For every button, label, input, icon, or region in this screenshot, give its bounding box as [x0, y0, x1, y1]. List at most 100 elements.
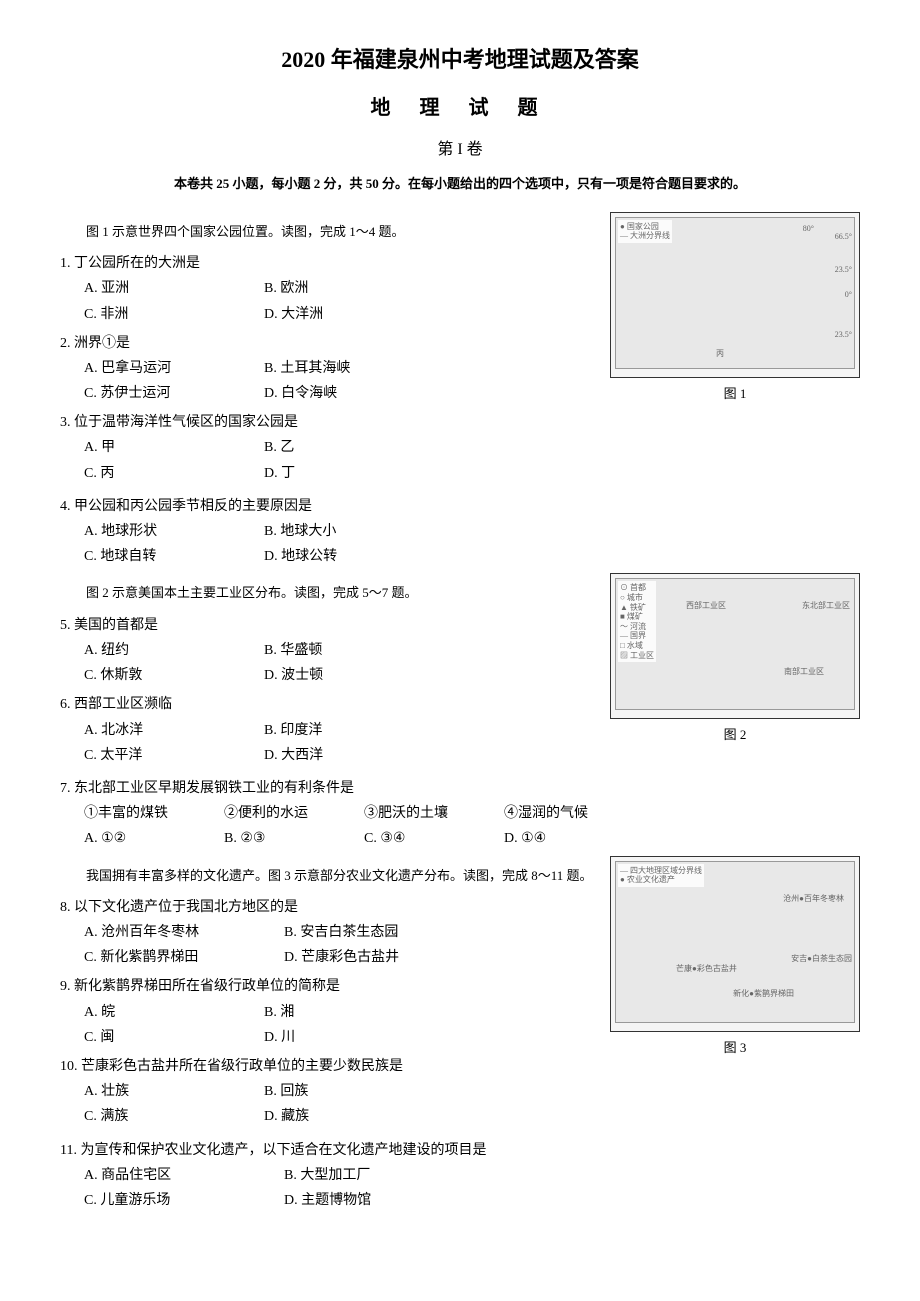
exam-main-title: 2020 年福建泉州中考地理试题及答案: [60, 40, 860, 80]
figure-2-container: ⊙ 首都 ○ 城市 ▲ 铁矿 ■ 煤矿 ～ 河流 — 国界 □ 水域 ▨ 工业区…: [610, 573, 860, 746]
question-6: 6. 西部工业区濒临 A. 北冰洋 B. 印度洋 C. 太平洋 D. 大西洋: [60, 692, 594, 768]
fig2-legend-5: ～ 河流: [620, 622, 654, 632]
question-3: 3. 位于温带海洋性气候区的国家公园是 A. 甲 B. 乙 C. 丙 D. 丁: [60, 410, 594, 486]
figure-3-legend: — 四大地理区域分界线 ● 农业文化遗产: [618, 864, 704, 887]
fig1-legend-1: ● 国家公园: [620, 222, 670, 232]
question-2: 2. 洲界①是 A. 巴拿马运河 B. 土耳其海峡 C. 苏伊士运河 D. 白令…: [60, 331, 594, 407]
intro-text-3: 我国拥有丰富多样的文化遗产。图 3 示意部分农业文化遗产分布。读图，完成 8～1…: [60, 864, 594, 887]
figure-1: ● 国家公园 — 大洲分界线 80° 66.5° 23.5° 0° 23.5° …: [610, 212, 860, 378]
figure-3-container: — 四大地理区域分界线 ● 农业文化遗产 沧州●百年冬枣林 安吉●白茶生态园 新…: [610, 856, 860, 1059]
q3-option-a: A. 甲: [84, 435, 264, 460]
q6-option-a: A. 北冰洋: [84, 718, 264, 743]
question-7: 7. 东北部工业区早期发展钢铁工业的有利条件是 ①丰富的煤铁 ②便利的水运 ③肥…: [60, 776, 860, 852]
question-10: 10. 芒康彩色古盐井所在省级行政单位的主要少数民族是 A. 壮族 B. 回族 …: [60, 1054, 594, 1130]
q11-option-b: B. 大型加工厂: [284, 1163, 484, 1188]
q7-option-b: B. ②③: [224, 826, 364, 851]
question-11: 11. 为宣传和保护农业文化遗产，以下适合在文化遗产地建设的项目是 A. 商品住…: [60, 1138, 860, 1214]
q8-option-d: D. 芒康彩色古盐井: [284, 945, 484, 970]
fig3-site-3: 新化●紫鹊界梯田: [733, 987, 794, 1001]
q1-option-d: D. 大洋洲: [264, 302, 444, 327]
fig2-legend-1: ⊙ 首都: [620, 583, 654, 593]
q2-stem: 2. 洲界①是: [60, 331, 594, 356]
fig2-region-3: 南部工业区: [784, 665, 824, 679]
intro-text-1: 图 1 示意世界四个国家公园位置。读图，完成 1～4 题。: [60, 220, 594, 243]
figure-1-container: ● 国家公园 — 大洲分界线 80° 66.5° 23.5° 0° 23.5° …: [610, 212, 860, 405]
q10-option-b: B. 回族: [264, 1079, 444, 1104]
q1-option-b: B. 欧洲: [264, 276, 444, 301]
q7-option-a: A. ①②: [84, 826, 224, 851]
q9-option-c: C. 闽: [84, 1025, 264, 1050]
q3-option-c: C. 丙: [84, 461, 264, 486]
q8-stem: 8. 以下文化遗产位于我国北方地区的是: [60, 895, 594, 920]
q11-option-c: C. 儿童游乐场: [84, 1188, 284, 1213]
q11-stem: 11. 为宣传和保护农业文化遗产，以下适合在文化遗产地建设的项目是: [60, 1138, 860, 1163]
q10-option-c: C. 满族: [84, 1104, 264, 1129]
q1-option-c: C. 非洲: [84, 302, 264, 327]
fig2-legend-4: ■ 煤矿: [620, 612, 654, 622]
q4-option-c: C. 地球自转: [84, 544, 264, 569]
q3-option-d: D. 丁: [264, 461, 444, 486]
q2-option-c: C. 苏伊士运河: [84, 381, 264, 406]
q9-option-a: A. 皖: [84, 1000, 264, 1025]
fig3-site-4: 芒康●彩色古盐井: [676, 962, 737, 976]
q5-stem: 5. 美国的首都是: [60, 613, 594, 638]
fig1-lat-1: 66.5°: [835, 230, 852, 244]
fig1-marker: 丙: [716, 347, 724, 361]
figure-2-legend: ⊙ 首都 ○ 城市 ▲ 铁矿 ■ 煤矿 ～ 河流 — 国界 □ 水域 ▨ 工业区: [618, 581, 656, 662]
fig2-legend-6: — 国界: [620, 631, 654, 641]
q6-option-b: B. 印度洋: [264, 718, 444, 743]
q4-option-a: A. 地球形状: [84, 519, 264, 544]
fig2-legend-2: ○ 城市: [620, 593, 654, 603]
q7-cond-4: ④湿润的气候: [504, 801, 644, 826]
q7-stem: 7. 东北部工业区早期发展钢铁工业的有利条件是: [60, 776, 860, 801]
figure-2: ⊙ 首都 ○ 城市 ▲ 铁矿 ■ 煤矿 ～ 河流 — 国界 □ 水域 ▨ 工业区…: [610, 573, 860, 719]
exam-sub-title: 地 理 试 题: [60, 90, 860, 126]
question-1: 1. 丁公园所在的大洲是 A. 亚洲 B. 欧洲 C. 非洲 D. 大洋洲: [60, 251, 594, 327]
fig2-region-1: 西部工业区: [686, 599, 726, 613]
intro-text-2: 图 2 示意美国本土主要工业区分布。读图，完成 5～7 题。: [60, 581, 594, 604]
q2-option-b: B. 土耳其海峡: [264, 356, 444, 381]
fig2-legend-3: ▲ 铁矿: [620, 603, 654, 613]
fig2-legend-7: □ 水域: [620, 641, 654, 651]
fig2-legend-8: ▨ 工业区: [620, 651, 654, 661]
q1-option-a: A. 亚洲: [84, 276, 264, 301]
q8-option-b: B. 安吉白茶生态园: [284, 920, 484, 945]
q4-option-b: B. 地球大小: [264, 519, 444, 544]
figure-3-label: 图 3: [610, 1036, 860, 1059]
q11-option-d: D. 主题博物馆: [284, 1188, 484, 1213]
q9-option-d: D. 川: [264, 1025, 444, 1050]
fig1-lon: 80°: [803, 222, 814, 236]
q7-option-d: D. ①④: [504, 826, 644, 851]
q4-option-d: D. 地球公转: [264, 544, 444, 569]
q6-stem: 6. 西部工业区濒临: [60, 692, 594, 717]
fig1-legend-2: — 大洲分界线: [620, 231, 670, 241]
q10-option-a: A. 壮族: [84, 1079, 264, 1104]
figure-1-label: 图 1: [610, 382, 860, 405]
q5-option-c: C. 休斯敦: [84, 663, 264, 688]
q6-option-d: D. 大西洋: [264, 743, 444, 768]
q9-option-b: B. 湘: [264, 1000, 444, 1025]
fig1-lat-4: 23.5°: [835, 328, 852, 342]
question-8: 8. 以下文化遗产位于我国北方地区的是 A. 沧州百年冬枣林 B. 安吉白茶生态…: [60, 895, 594, 971]
q7-cond-2: ②便利的水运: [224, 801, 364, 826]
q2-option-a: A. 巴拿马运河: [84, 356, 264, 381]
q11-option-a: A. 商品住宅区: [84, 1163, 284, 1188]
q7-cond-3: ③肥沃的土壤: [364, 801, 504, 826]
q9-stem: 9. 新化紫鹊界梯田所在省级行政单位的简称是: [60, 974, 594, 999]
q8-option-c: C. 新化紫鹊界梯田: [84, 945, 284, 970]
fig3-legend-2: ● 农业文化遗产: [620, 875, 702, 885]
q7-option-c: C. ③④: [364, 826, 504, 851]
question-9: 9. 新化紫鹊界梯田所在省级行政单位的简称是 A. 皖 B. 湘 C. 闽 D.…: [60, 974, 594, 1050]
q8-option-a: A. 沧州百年冬枣林: [84, 920, 284, 945]
fig1-lat-3: 0°: [845, 288, 852, 302]
q4-stem: 4. 甲公园和丙公园季节相反的主要原因是: [60, 494, 860, 519]
figure-3: — 四大地理区域分界线 ● 农业文化遗产 沧州●百年冬枣林 安吉●白茶生态园 新…: [610, 856, 860, 1032]
q10-option-d: D. 藏族: [264, 1104, 444, 1129]
q10-stem: 10. 芒康彩色古盐井所在省级行政单位的主要少数民族是: [60, 1054, 594, 1079]
q7-cond-1: ①丰富的煤铁: [84, 801, 224, 826]
question-4: 4. 甲公园和丙公园季节相反的主要原因是 A. 地球形状 B. 地球大小 C. …: [60, 494, 860, 570]
question-5: 5. 美国的首都是 A. 纽约 B. 华盛顿 C. 休斯敦 D. 波士顿: [60, 613, 594, 689]
fig2-region-2: 东北部工业区: [802, 599, 850, 613]
q6-option-c: C. 太平洋: [84, 743, 264, 768]
q1-stem: 1. 丁公园所在的大洲是: [60, 251, 594, 276]
